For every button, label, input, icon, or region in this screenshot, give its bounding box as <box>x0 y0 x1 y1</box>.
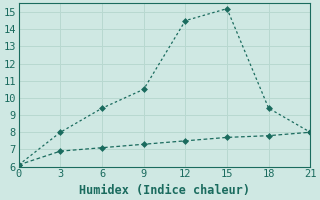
X-axis label: Humidex (Indice chaleur): Humidex (Indice chaleur) <box>79 184 250 197</box>
